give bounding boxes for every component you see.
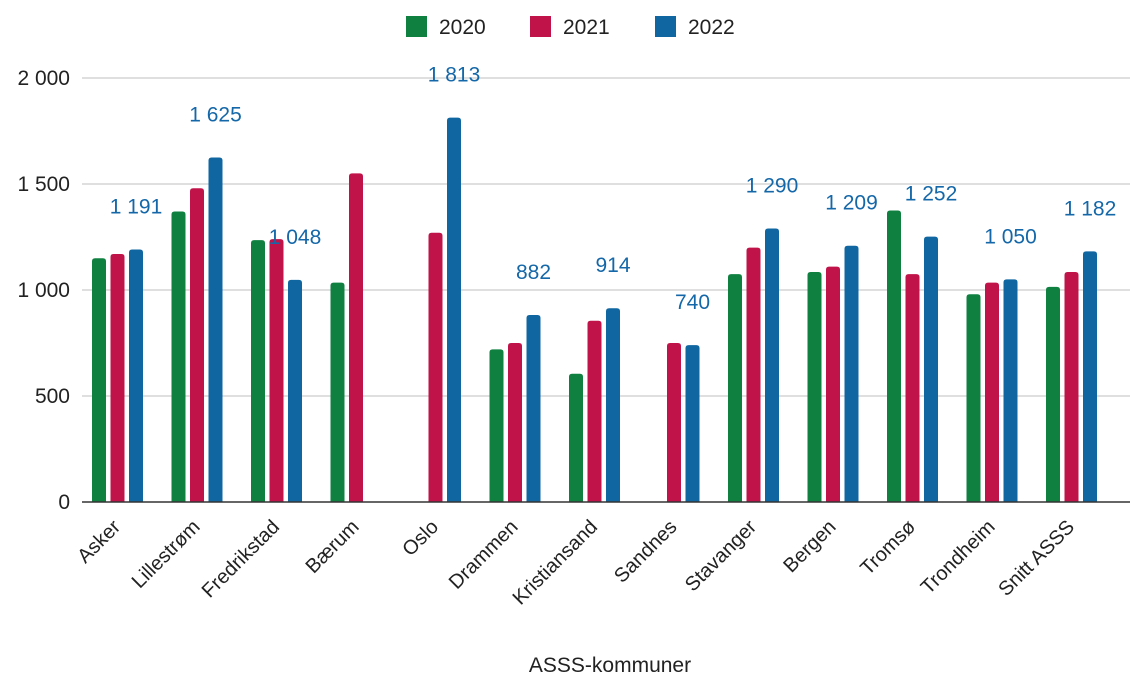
data-label: 1 209 [825,192,878,215]
legend-swatch-2020 [406,16,427,37]
bar-snitt-asss-2021 [1064,271,1079,502]
bar-drammen-2021 [508,343,522,502]
bar-fredrikstad-2021 [269,239,284,502]
data-label: 1 191 [110,196,163,219]
bars [92,117,1097,503]
bar-kristiansand-2020 [569,373,583,502]
bar-drammen-2020 [489,349,504,502]
data-label: 882 [516,261,551,284]
data-label: 1 048 [269,226,322,249]
category-label: Sandnes [610,516,681,587]
y-tick-label: 0 [58,491,70,514]
category-label: Bergen [779,516,840,577]
bar-trondheim-2020 [966,294,981,502]
x-axis-title: ASSS-kommuner [529,654,691,677]
y-tick-label: 500 [35,385,70,408]
category-label: Kristiansand [509,516,602,609]
legend-label-2020: 2020 [439,16,486,39]
bar-stavanger-2021 [746,247,761,502]
category-label: Tromsø [856,516,920,580]
bar-snitt-asss-2022 [1083,251,1097,502]
data-label: 1 625 [189,104,242,127]
category-label: Lillestrøm [128,516,205,593]
bar-sandnes-2022 [685,345,700,502]
bar-drammen-2022 [526,315,541,502]
bar-stavanger-2022 [765,228,779,502]
bar-bergen-2022 [844,245,859,502]
bar-bærum-2021 [349,173,363,502]
y-tick-label: 1 500 [17,173,70,196]
y-tick-label: 1 000 [17,279,70,302]
data-label: 1 813 [428,64,481,87]
category-label: Snitt ASSS [994,516,1079,601]
bar-lillestrøm-2022 [208,157,223,502]
legend: 2020 2021 2022 [406,16,735,39]
bar-oslo-2022 [447,117,461,503]
legend-swatch-2022 [655,16,676,37]
bar-bærum-2020 [330,282,345,502]
bar-oslo-2021 [428,232,443,502]
bar-sandnes-2021 [667,343,681,502]
category-label: Trondheim [917,516,1000,599]
legend-label-2021: 2021 [563,16,610,39]
bar-trondheim-2022 [1003,279,1018,502]
bar-tromsø-2021 [905,274,920,502]
data-label: 740 [675,291,710,314]
legend-swatch-2021 [530,16,551,37]
data-labels: 1 191 1 625 1 048 1 813 882 914 740 1 290 1 209 1… [110,64,1117,314]
bar-tromsø-2020 [887,210,901,502]
bar-lillestrøm-2020 [171,211,186,502]
category-label: Asker [73,516,125,568]
bar-bergen-2021 [826,266,840,502]
bar-asker-2021 [110,253,125,502]
y-axis-ticks: 0 500 1 000 1 500 2 000 [17,67,70,514]
bar-trondheim-2021 [985,282,999,502]
category-label: Fredrikstad [198,516,284,602]
data-label: 1 252 [905,183,958,206]
bar-tromsø-2022 [924,236,938,503]
category-label: Oslo [398,516,443,561]
data-label: 1 182 [1064,197,1117,220]
bar-stavanger-2020 [728,274,742,502]
bar-kristiansand-2021 [587,320,602,502]
bar-bergen-2020 [807,271,822,502]
bar-asker-2022 [129,249,143,502]
bar-fredrikstad-2022 [288,279,302,502]
category-label: Stavanger [681,516,761,596]
data-label: 1 050 [984,225,1037,248]
bar-snitt-asss-2020 [1046,286,1060,502]
bar-lillestrøm-2021 [190,188,204,503]
bar-asker-2020 [92,258,106,502]
data-label: 914 [595,254,630,277]
data-label: 1 290 [746,175,799,198]
category-label: Drammen [445,516,523,594]
bar-fredrikstad-2020 [251,240,265,502]
legend-label-2022: 2022 [688,16,735,39]
category-label: Bærum [302,516,364,578]
bar-kristiansand-2022 [606,308,620,502]
y-tick-label: 2 000 [17,67,70,90]
